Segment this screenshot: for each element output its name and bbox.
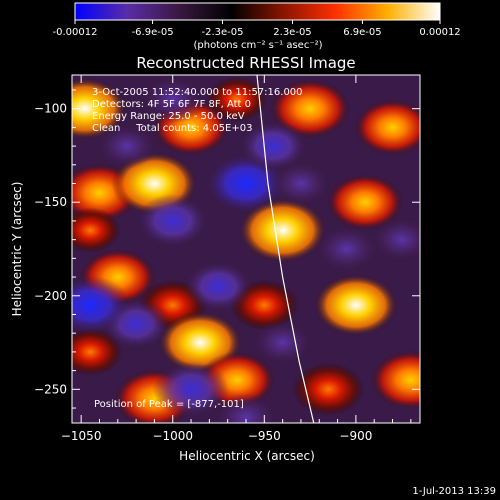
x-tick-label: −900 [339,429,372,443]
x-axis-label: Heliocentric X (arcsec) [179,449,315,463]
y-axis-label: Heliocentric Y (arcsec) [10,182,24,317]
heatmap-cold-region [136,194,210,248]
heatmap-cold-region [72,275,131,335]
heatmap-hot-region [270,79,351,139]
x-axis-ticks: −1050 −1000 −950 −900 [61,75,412,443]
colorbar-ticks: -0.00012 -6.9e-05 -2.3e-05 2.3e-05 6.9e-05 0.… [53,20,461,38]
y-tick-label: −150 [34,195,67,209]
heatmap-cold-region [140,75,206,124]
footer-date: 1-Jul-2013 13:39 [412,486,496,497]
colorbar [74,2,441,21]
heatmap-hot-region [72,207,122,254]
heatmap-hot-region [326,174,404,231]
colorbar-tick-label: -6.9e-05 [132,27,174,38]
heatmap-hot-region [238,197,327,263]
heatmap-hot-region [370,350,420,410]
heatmap-cold-region [238,120,308,172]
heatmap-cold-region [251,319,314,366]
chart-title: Reconstructed RHESSI Image [136,54,355,72]
heatmap-hot-region [314,274,398,337]
annotation-total-counts: Clean Total counts: 4.05E+03 [92,123,252,134]
heatmap-cold-region [370,216,420,263]
heatmap-hot-region [72,77,127,140]
heatmap-cold-region [96,123,158,169]
y-tick-label: −100 [34,102,67,116]
colorbar-unit-label: (photons cm⁻² s⁻¹ asec⁻²) [193,40,322,51]
colorbar-tick-label: 0.00012 [419,27,460,38]
heatmap-hot-region [206,76,268,123]
colorbar-tick-label: -2.3e-05 [202,27,244,38]
heatmap-cold-region [152,361,230,418]
annotation-time-range: 3-Oct-2005 11:52:40.000 to 11:57:16.000 [92,87,303,98]
x-tick-label: −950 [248,429,281,443]
y-tick-label: −200 [34,289,67,303]
peak-position-label: Position of Peak = [-877,-101] [94,399,244,410]
colorbar-tick-label: 2.3e-05 [273,27,311,38]
y-tick-label: −250 [34,382,67,396]
heatmap-hot-region [354,99,420,156]
solar-limb-line [256,75,315,423]
colorbar-tick-label: 6.9e-05 [343,27,381,38]
heatmap-image [72,75,420,423]
heatmap-cold-region [184,260,254,312]
y-axis-ticks: −100 −150 −200 −250 [34,89,420,409]
annotation-energy-range: Energy Range: 25.0 - 50.0 keV [92,111,245,122]
annotation-detectors: Detectors: 4F 5F 6F 7F 8F, Att 0 [92,99,251,110]
heatmap-cold-region [213,393,279,423]
heatmap-hot-region [292,362,365,417]
x-tick-label: −1050 [61,429,102,443]
heatmap-cold-region [270,160,332,207]
heatmap-cold-region [314,224,380,274]
colorbar-tick-label: -0.00012 [53,27,98,38]
x-tick-label: −1000 [152,429,193,443]
